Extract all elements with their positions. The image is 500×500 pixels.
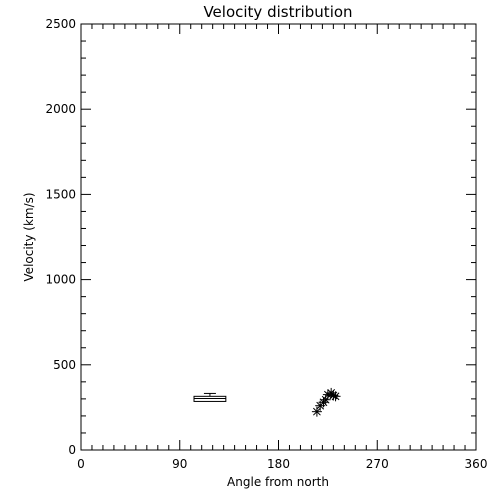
y-tick-label: 2000 — [45, 102, 76, 116]
tick-labels: 0 90 180 270 360 0 500 1000 1500 2000 2500 — [45, 17, 487, 471]
data-marks — [193, 387, 341, 417]
y-tick-label: 2500 — [45, 17, 76, 31]
chart-title: Velocity distribution — [203, 3, 352, 21]
data-point — [330, 391, 341, 402]
y-tick-label: 1000 — [45, 273, 76, 287]
asterisk-stroke — [313, 407, 321, 416]
x-tick-label: 180 — [267, 457, 290, 471]
data-point — [320, 394, 331, 405]
y-tick-label: 0 — [68, 443, 76, 457]
plot-frame — [80, 23, 477, 451]
x-tick-label: 0 — [77, 457, 85, 471]
axis-ticks — [80, 23, 477, 451]
x-axis-label: Angle from north — [227, 475, 329, 489]
x-tick-label: 360 — [465, 457, 488, 471]
x-tick-label: 90 — [172, 457, 187, 471]
y-axis-label: Velocity (km/s) — [22, 192, 36, 281]
x-tick-label: 270 — [366, 457, 389, 471]
y-tick-label: 1500 — [45, 187, 76, 201]
asterisk-stroke — [331, 392, 340, 401]
y-tick-label: 500 — [53, 358, 76, 372]
